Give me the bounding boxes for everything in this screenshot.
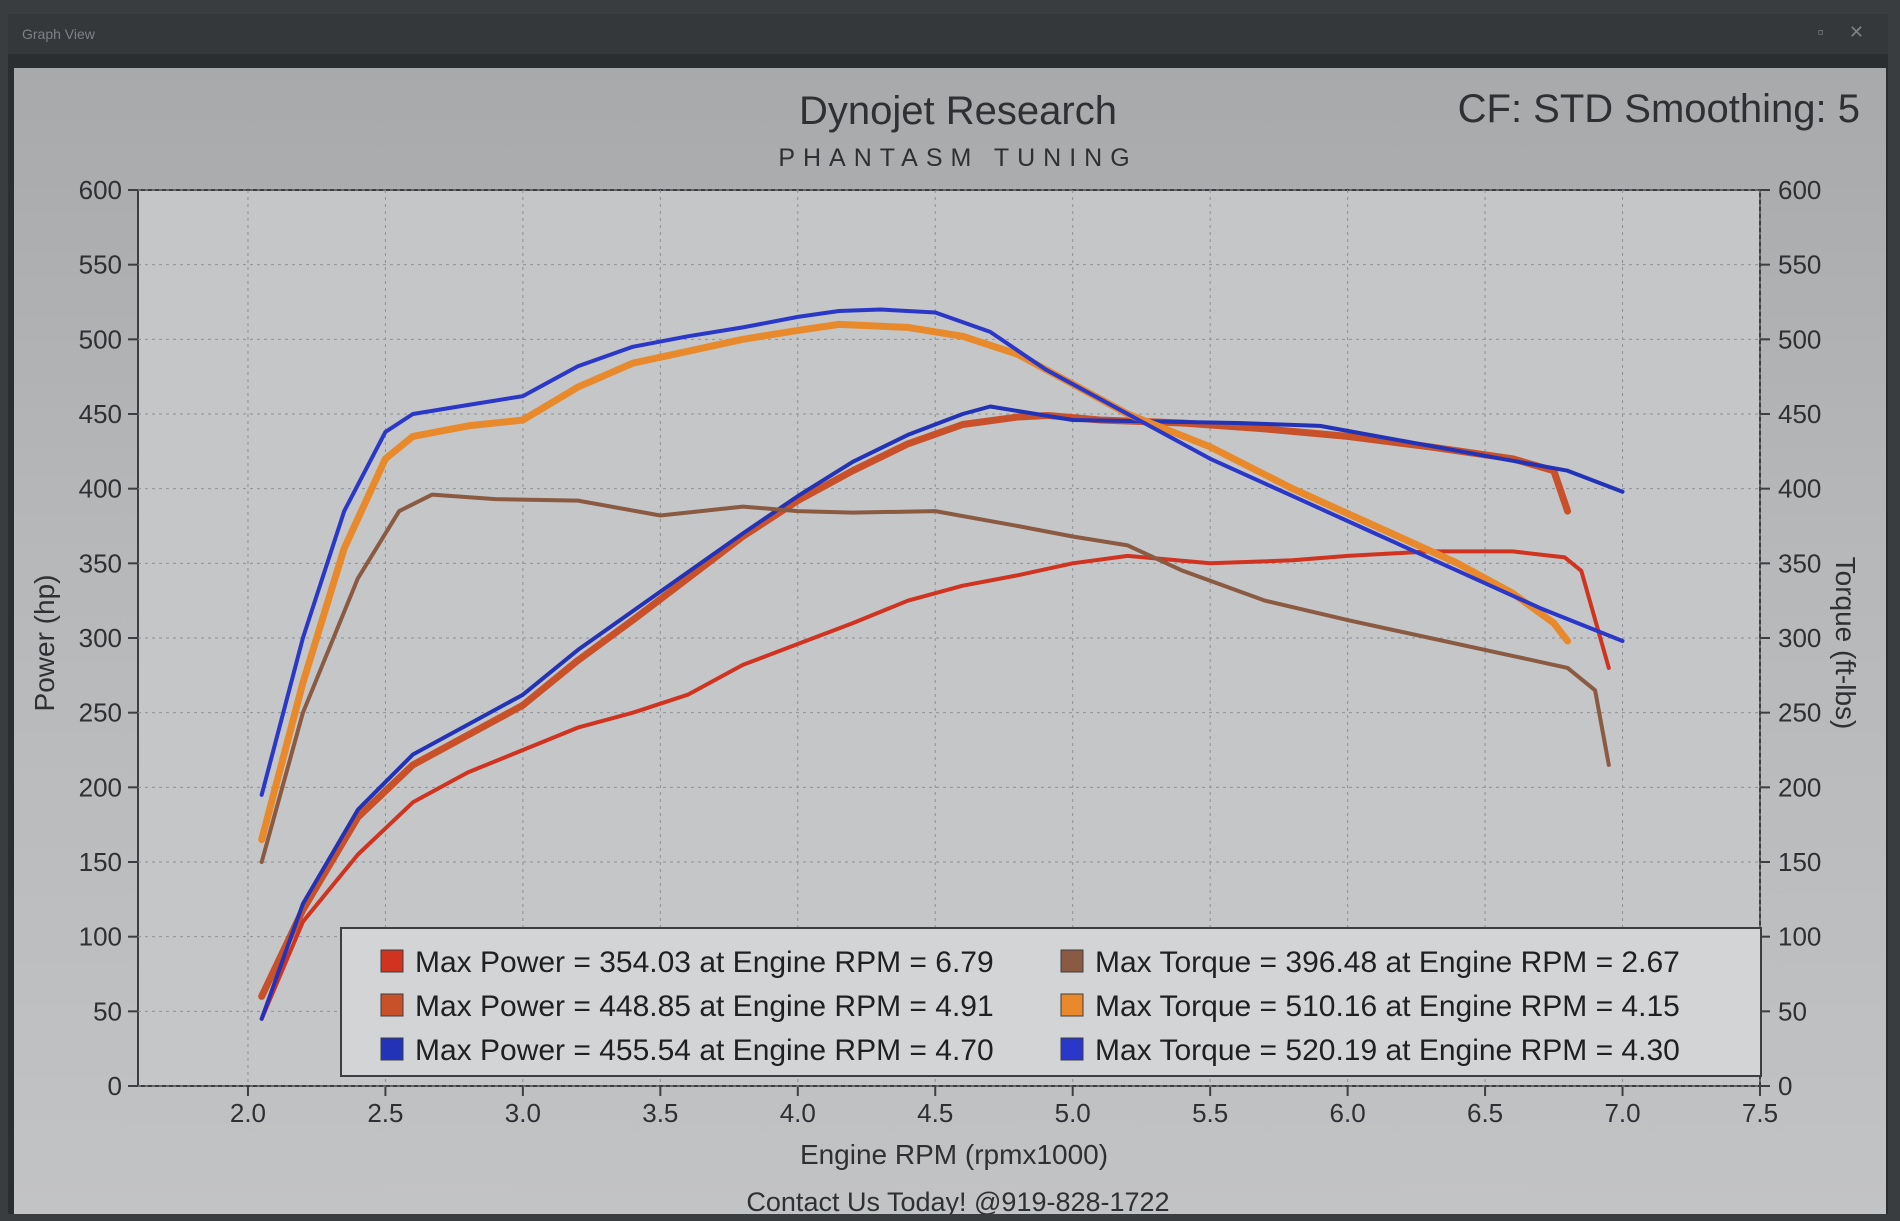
y2-tick-label: 400: [1778, 474, 1821, 504]
x-tick-label: 4.5: [917, 1098, 953, 1128]
y-tick-label: 200: [79, 772, 122, 802]
series-line-4: [259, 492, 1611, 864]
legend-label: Max Torque = 520.19 at Engine RPM = 4.30: [1095, 1034, 1680, 1067]
x-tick-label: 3.0: [505, 1098, 541, 1128]
graph-view: Dynojet Research PHANTASM TUNING CF: STD…: [14, 68, 1886, 1214]
x-tick-label: 4.0: [780, 1098, 816, 1128]
x-tick-label: 5.5: [1192, 1098, 1228, 1128]
x-tick-label: 2.5: [367, 1098, 403, 1128]
title-bar: Graph View ▫ ✕: [8, 14, 1888, 54]
y2-tick-label: 500: [1778, 324, 1821, 354]
y2-tick-label: 200: [1778, 772, 1821, 802]
x-tick-label: 5.0: [1055, 1098, 1091, 1128]
y2-tick-label: 350: [1778, 548, 1821, 578]
y-tick-label: 0: [108, 1071, 122, 1101]
y2-tick-label: 300: [1778, 623, 1821, 653]
legend-label: Max Torque = 510.16 at Engine RPM = 4.15: [1095, 990, 1680, 1023]
y2-tick-label: 600: [1778, 175, 1821, 205]
legend-label: Max Power = 354.03 at Engine RPM = 6.79: [415, 946, 994, 979]
window-controls[interactable]: ▫ ✕: [1817, 22, 1874, 42]
y-tick-label: 250: [79, 698, 122, 728]
y2-tick-label: 100: [1778, 922, 1821, 952]
y2-tick-label: 150: [1778, 847, 1821, 877]
y-tick-label: 150: [79, 847, 122, 877]
y-tick-label: 600: [79, 175, 122, 205]
series-line-5: [258, 320, 1572, 844]
y-tick-label: 550: [79, 250, 122, 280]
dyno-chart: Dynojet Research PHANTASM TUNING CF: STD…: [29, 87, 1861, 1214]
x-tick-label: 6.5: [1467, 1098, 1503, 1128]
legend-swatch: [380, 1037, 404, 1061]
window-title: Graph View: [22, 26, 95, 42]
legend-label: Max Torque = 396.48 at Engine RPM = 2.67: [1095, 946, 1680, 979]
y-tick-label: 100: [79, 922, 122, 952]
y2-tick-label: 250: [1778, 698, 1821, 728]
y2-axis-label: Torque (ft-lbs): [1830, 557, 1861, 730]
y-tick-label: 400: [79, 474, 122, 504]
x-tick-label: 2.0: [230, 1098, 266, 1128]
x-tick-label: 6.0: [1330, 1098, 1366, 1128]
chart-title: Dynojet Research: [799, 89, 1117, 133]
legend-swatch: [380, 949, 404, 973]
dyno-window: Graph View ▫ ✕ Dynojet Research PHANTASM…: [8, 14, 1888, 1214]
series-line-6: [259, 307, 1625, 797]
series-line-2: [258, 412, 1572, 1000]
y-tick-label: 500: [79, 324, 122, 354]
x-tick-label: 7.5: [1742, 1098, 1778, 1128]
x-tick-label: 3.5: [642, 1098, 678, 1128]
legend-swatch: [1060, 993, 1084, 1017]
y-axis-label: Power (hp): [29, 575, 60, 712]
x-axis-label: Engine RPM (rpmx1000): [800, 1139, 1108, 1170]
legend-label: Max Power = 448.85 at Engine RPM = 4.91: [415, 990, 994, 1023]
legend-swatch: [380, 993, 404, 1017]
y2-tick-label: 50: [1778, 996, 1807, 1026]
y2-tick-label: 450: [1778, 399, 1821, 429]
legend-swatch: [1060, 1037, 1084, 1061]
legend-swatch: [1060, 949, 1084, 973]
legend-label: Max Power = 455.54 at Engine RPM = 4.70: [415, 1034, 994, 1067]
y-tick-label: 450: [79, 399, 122, 429]
legend-box: [340, 927, 1762, 1077]
y-tick-label: 350: [79, 548, 122, 578]
contact-text: Contact Us Today! @919-828-1722: [746, 1187, 1169, 1214]
y-tick-label: 300: [79, 623, 122, 653]
y2-tick-label: 0: [1778, 1071, 1792, 1101]
series-line-3: [259, 404, 1625, 1021]
y2-tick-label: 550: [1778, 250, 1821, 280]
chart-subtitle: PHANTASM TUNING: [778, 144, 1137, 172]
y-tick-label: 50: [93, 996, 122, 1026]
x-tick-label: 7.0: [1604, 1098, 1640, 1128]
correction-info: CF: STD Smoothing: 5: [1458, 87, 1860, 131]
